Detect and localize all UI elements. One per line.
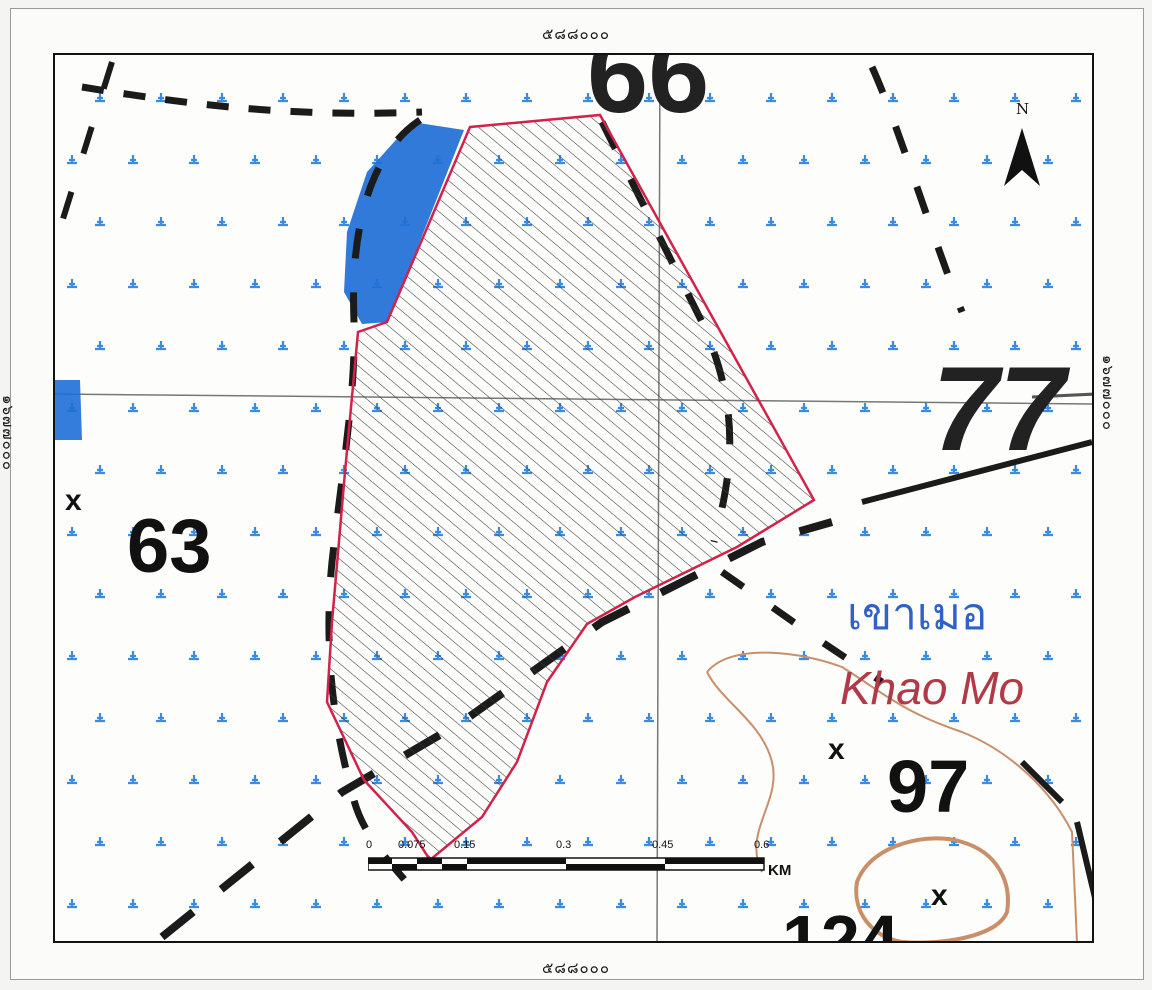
spot-height-124: 124 (782, 901, 899, 943)
scale-tick-045: 0.45 (652, 839, 674, 851)
north-arrow-icon (1004, 128, 1040, 186)
contour-line (706, 651, 1078, 941)
track-fragment-2 (1074, 821, 1092, 899)
road-east (861, 439, 1092, 505)
scale-bar (368, 857, 765, 871)
spot-height-77: 77 (932, 342, 1071, 476)
spot-height-mark: x (65, 484, 82, 517)
map-frame[interactable]: x x x 63 77 97 124 66 เขาเมอ Khao Mo (53, 53, 1094, 943)
study-area-polygon[interactable] (325, 113, 816, 862)
spot-height-97: 97 (887, 745, 969, 828)
place-name-roman: Khao Mo (840, 662, 1024, 714)
spot-height-66: 66 (587, 55, 709, 136)
topographic-map: x x x 63 77 97 124 66 เขาเมอ Khao Mo (55, 55, 1092, 943)
trail-west (325, 117, 425, 904)
top-coordinate: ๕๘๘๐๐๐ (542, 25, 610, 43)
hill-contour (854, 836, 1010, 941)
grid-segment (1031, 392, 1092, 399)
spot-height-63: 63 (127, 504, 212, 589)
scale-tick-015: 0.15 (454, 839, 476, 851)
track-top (81, 83, 423, 117)
scale-unit: KM (768, 862, 792, 879)
track-north-east (868, 65, 966, 314)
water-edge (55, 380, 82, 440)
scale-tick-06: 0.6 (754, 839, 770, 851)
left-coordinate: ๑๖๗๗๐๐๐ (0, 395, 17, 472)
spot-height-mark: x (828, 733, 845, 766)
right-coordinate: ๑๖๗๗๐๐๐ (1099, 355, 1117, 432)
scale-tick-0075: 0.075 (398, 839, 426, 851)
spot-height-mark: x (931, 879, 948, 912)
north-label: N (1016, 100, 1030, 118)
track-left (59, 61, 115, 223)
place-name-thai: เขาเมอ (847, 589, 987, 640)
scale-tick-03: 0.3 (556, 839, 572, 851)
track-fragment (1019, 759, 1065, 805)
bottom-coordinate: ๕๘๘๐๐๐ (542, 959, 610, 977)
scale-tick-0: 0 (366, 839, 373, 851)
